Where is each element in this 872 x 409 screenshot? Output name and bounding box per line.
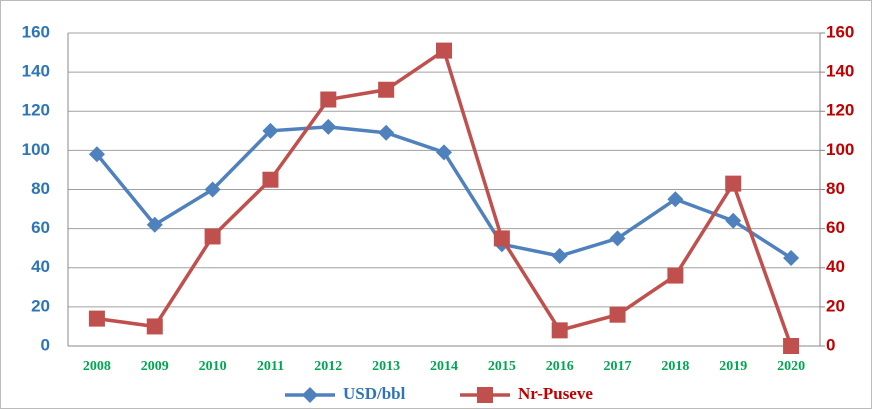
y-tick-label: 80 [31,179,50,198]
x-tick-label: 2020 [777,359,805,374]
point [436,144,452,161]
y-tick-label: 0 [41,335,50,354]
x-tick-label: 2014 [430,359,458,374]
point [783,338,800,354]
y2-tick-label: 140 [826,62,854,81]
y2-tick-label: 0 [826,335,835,354]
point [551,322,568,339]
x-tick-label: 2015 [488,359,516,374]
y-tick-label: 40 [31,257,50,276]
point [609,306,626,323]
x-tick-label: 2018 [661,359,689,374]
point [725,175,742,192]
legend-label: USD/bbl [343,384,406,403]
x-tick-label: 2019 [719,359,747,374]
y2-tick-label: 80 [826,179,845,198]
point [667,191,684,208]
point [262,122,279,139]
y-tick-label: 20 [31,296,50,315]
point [609,230,626,247]
point [783,249,800,266]
x-tick-label: 2013 [372,359,400,374]
point [725,212,742,229]
y2-tick-label: 100 [826,140,854,159]
x-tick-label: 2012 [314,359,342,374]
point [477,387,493,403]
point [262,171,279,188]
point [436,42,452,59]
x-tick-label: 2010 [199,359,227,374]
y-tick-label: 120 [22,101,50,120]
x-tick-label: 2011 [257,359,284,374]
point [302,387,318,403]
y-tick-label: 100 [22,140,50,159]
y-tick-label: 160 [22,22,50,41]
point [378,124,395,141]
point [204,228,221,245]
y2-tick-label: 120 [826,101,854,120]
y2-tick-label: 20 [826,296,845,315]
point [378,81,395,98]
y-tick-label: 140 [22,62,50,81]
legend-label: Nr-Puseve [518,384,593,403]
point [320,118,337,135]
point [88,310,105,327]
x-tick-label: 2009 [141,359,169,374]
point [204,181,221,198]
x-tick-label: 2008 [83,359,111,374]
point [146,216,163,233]
y-tick-label: 60 [31,218,50,237]
point [493,230,510,247]
y2-tick-label: 160 [826,22,854,41]
x-tick-label: 2016 [546,359,574,374]
point [320,91,337,108]
x-tick-label: 2017 [604,359,632,374]
point [667,267,684,284]
y2-tick-label: 40 [826,257,845,276]
point [551,248,568,265]
point [88,146,105,163]
y2-tick-label: 60 [826,218,845,237]
point [146,318,163,335]
